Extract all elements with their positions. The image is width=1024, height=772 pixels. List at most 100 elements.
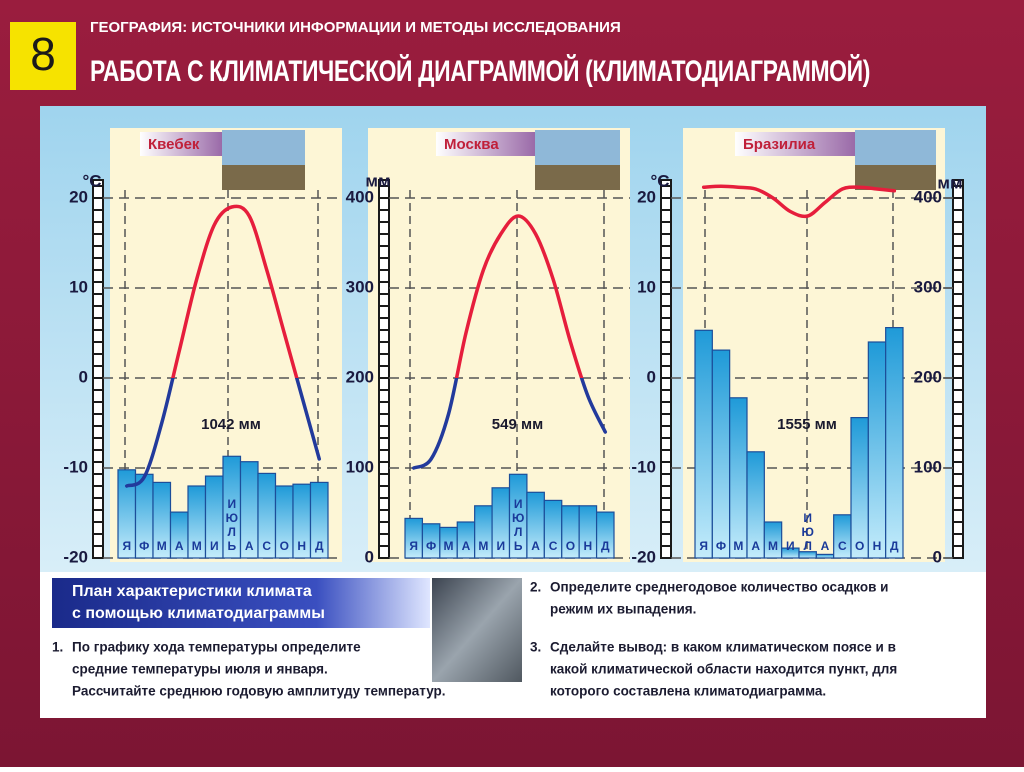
item-line: Сделайте вывод: в каком климатическом по… [550, 640, 896, 655]
precipitation-bar [309, 481, 329, 559]
month-label: Ф [139, 539, 149, 553]
tick-label: 20 [69, 187, 88, 206]
precipitation-bar [746, 451, 765, 559]
subtitle: ГЕОГРАФИЯ: ИСТОЧНИКИ ИНФОРМАЦИИ И МЕТОДЫ… [90, 19, 621, 36]
temperature-line [125, 204, 321, 488]
item-line: По графику хода температуры определите [72, 640, 361, 655]
month-label: И [786, 539, 795, 553]
month-label: Н [584, 539, 593, 553]
tick-label: 0 [647, 367, 656, 386]
month-label: Д [315, 539, 324, 553]
title: РАБОТА С КЛИМАТИЧЕСКОЙ ДИАГРАММОЙ (КЛИМА… [90, 54, 870, 88]
month-label: А [751, 539, 760, 553]
tick-label: 400 [914, 187, 942, 206]
tick-label: -10 [631, 457, 656, 476]
scale-ladder [660, 179, 672, 559]
tick-label: 400 [346, 187, 374, 206]
month-label: С [549, 539, 558, 553]
tick-label: 0 [79, 367, 88, 386]
temperature-line [701, 184, 897, 219]
tick-label: 10 [637, 277, 656, 296]
month-label: А [821, 539, 830, 553]
tick-label: 0 [365, 547, 374, 566]
tick-label: -10 [63, 457, 88, 476]
month-label: О [566, 539, 575, 553]
plan-title: с помощью климатодиаграммы [72, 605, 325, 622]
month-label: М [768, 539, 778, 553]
month-label: И [496, 539, 505, 553]
month-label: С [838, 539, 847, 553]
city-tag [735, 132, 855, 156]
item-line: которого составлена климатодиаграмма. [550, 684, 826, 699]
item-line: Определите среднегодовое количество осад… [550, 580, 888, 595]
month-label: А [245, 539, 254, 553]
tick-label: 20 [637, 187, 656, 206]
scale-ladder [952, 179, 964, 559]
tick-label: 100 [914, 457, 942, 476]
tick-label: 10 [69, 277, 88, 296]
month-label: А [462, 539, 471, 553]
month-label: М [157, 539, 167, 553]
axis-unit: мм [937, 173, 962, 192]
city-name: Бразилиа [743, 136, 816, 153]
month-label: Я [699, 539, 708, 553]
item-line: какой климатической области находится пу… [550, 662, 897, 677]
scale-ladder [92, 179, 104, 559]
precipitation-bar [595, 511, 615, 559]
month-label: Д [890, 539, 899, 553]
precipitation-bar [815, 553, 835, 559]
axis-unit: °C [650, 171, 669, 190]
precipitation-bar [763, 521, 783, 559]
tick-label: -20 [631, 547, 656, 566]
month-label: М [444, 539, 454, 553]
precipitation-bar [729, 397, 748, 559]
month-label: М [478, 539, 488, 553]
total-precipitation: 1555 мм [777, 416, 837, 433]
precipitation-bar [694, 329, 713, 559]
city-name: Москва [444, 136, 499, 153]
axis-unit: °C [82, 171, 101, 190]
city-photo-ground [222, 165, 305, 190]
month-label: М [733, 539, 743, 553]
city-tag [140, 132, 222, 156]
month-label: А [531, 539, 540, 553]
scale-ladder [378, 179, 390, 559]
month-label: Я [409, 539, 418, 553]
plan-title: План характеристики климата [72, 583, 312, 600]
month-label: С [262, 539, 271, 553]
tick-label: 200 [914, 367, 942, 386]
item-number: 3. [530, 640, 541, 655]
city-tag [436, 132, 535, 156]
item-number: 1. [52, 640, 63, 655]
total-precipitation: 1042 мм [201, 416, 261, 433]
month-label: М [192, 539, 202, 553]
tick-label: 0 [933, 547, 942, 566]
item-line: Рассчитайте среднюю годовую амплитуду те… [72, 684, 446, 699]
item-number: 2. [530, 580, 541, 595]
tick-label: 100 [346, 457, 374, 476]
month-label: Д [601, 539, 610, 553]
precipitation-bar [711, 349, 731, 559]
precipitation-bar [885, 327, 904, 559]
item-line: режим их выпадения. [550, 602, 696, 617]
month-label: О [280, 539, 289, 553]
tick-label: 200 [346, 367, 374, 386]
month-label: Ф [426, 539, 436, 553]
month-label: Н [297, 539, 306, 553]
month-label: Н [873, 539, 882, 553]
total-precipitation: 549 мм [492, 416, 543, 433]
tick-label: -20 [63, 547, 88, 566]
month-label: Я [122, 539, 131, 553]
axis-unit: мм [365, 171, 390, 190]
rain-photo [432, 578, 522, 682]
precipitation-bar [867, 341, 887, 559]
city-photo-ground [535, 165, 620, 190]
number-box [10, 22, 76, 90]
month-label: И [210, 539, 219, 553]
city-photo-ground [855, 165, 936, 190]
month-label: О [855, 539, 864, 553]
tick-label: 300 [914, 277, 942, 296]
